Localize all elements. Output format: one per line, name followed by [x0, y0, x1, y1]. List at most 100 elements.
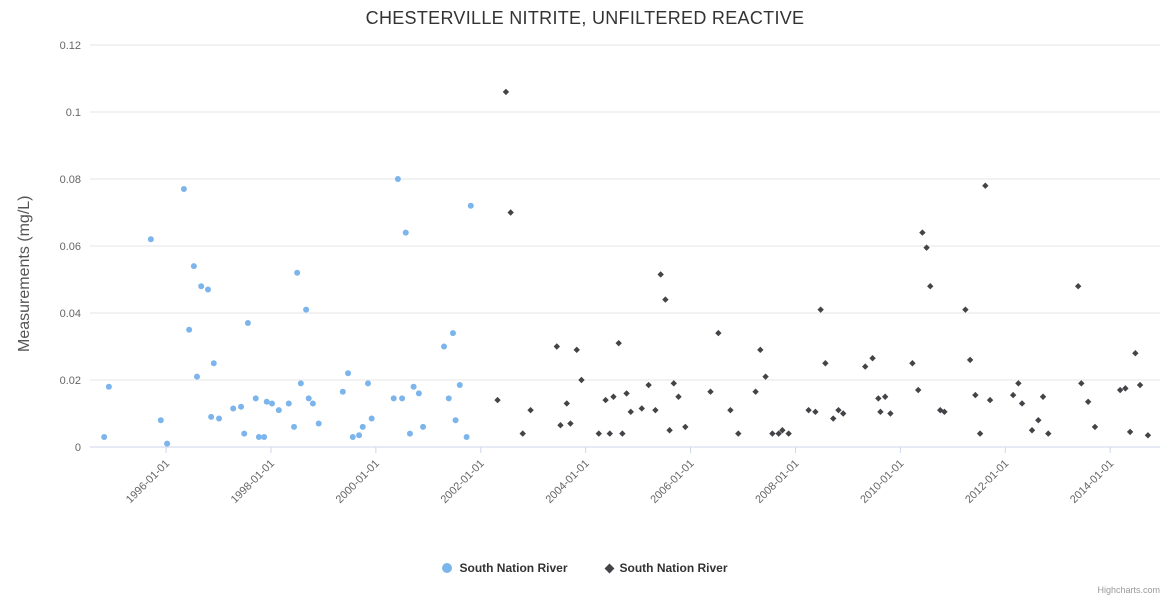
data-point-series-1[interactable] — [399, 395, 406, 402]
data-point-series-2[interactable] — [877, 408, 884, 416]
data-point-series-2[interactable] — [707, 388, 714, 395]
data-point-series-2[interactable] — [657, 271, 664, 278]
data-point-series-1[interactable] — [463, 433, 470, 440]
data-point-series-2[interactable] — [909, 360, 916, 367]
data-point-series-2[interactable] — [557, 422, 564, 429]
data-point-series-1[interactable] — [241, 430, 248, 437]
data-point-series-1[interactable] — [410, 383, 417, 390]
data-point-series-1[interactable] — [441, 343, 448, 350]
data-point-series-2[interactable] — [769, 430, 776, 437]
data-point-series-2[interactable] — [1028, 427, 1036, 434]
data-point-series-1[interactable] — [230, 405, 237, 412]
data-point-series-2[interactable] — [615, 339, 622, 347]
data-point-series-2[interactable] — [830, 415, 837, 422]
data-point-series-1[interactable] — [456, 382, 463, 389]
data-point-series-2[interactable] — [652, 406, 659, 414]
data-point-series-1[interactable] — [364, 380, 371, 387]
data-point-series-1[interactable] — [180, 186, 187, 193]
data-point-series-2[interactable] — [715, 329, 722, 337]
data-point-series-2[interactable] — [527, 406, 534, 414]
data-point-series-2[interactable] — [762, 373, 769, 380]
data-point-series-1[interactable] — [238, 403, 245, 410]
data-point-series-2[interactable] — [1122, 385, 1129, 392]
data-point-series-2[interactable] — [670, 380, 677, 387]
data-point-series-2[interactable] — [666, 427, 673, 434]
data-point-series-1[interactable] — [452, 417, 459, 424]
data-point-series-2[interactable] — [941, 408, 948, 416]
data-point-series-2[interactable] — [619, 430, 626, 437]
data-point-series-2[interactable] — [982, 182, 989, 189]
data-point-series-2[interactable] — [1045, 430, 1052, 437]
data-point-series-2[interactable] — [494, 396, 501, 404]
legend-item-series-2[interactable]: South Nation River — [604, 561, 728, 575]
data-point-series-2[interactable] — [1084, 398, 1092, 405]
data-point-series-1[interactable] — [205, 286, 212, 293]
data-point-series-2[interactable] — [1126, 428, 1134, 436]
data-point-series-1[interactable] — [445, 395, 452, 402]
data-point-series-2[interactable] — [817, 306, 824, 313]
data-point-series-2[interactable] — [645, 381, 652, 389]
data-point-series-1[interactable] — [294, 269, 301, 276]
data-point-series-2[interactable] — [627, 408, 634, 416]
data-point-series-2[interactable] — [735, 430, 742, 437]
data-point-series-2[interactable] — [1091, 423, 1099, 431]
data-point-series-2[interactable] — [881, 393, 889, 400]
data-point-series-1[interactable] — [406, 430, 413, 437]
data-point-series-2[interactable] — [835, 406, 842, 414]
data-point-series-2[interactable] — [623, 390, 630, 397]
data-point-series-1[interactable] — [349, 433, 356, 440]
data-point-series-1[interactable] — [402, 229, 409, 236]
data-point-series-2[interactable] — [675, 393, 682, 400]
data-point-series-2[interactable] — [578, 376, 585, 384]
data-point-series-2[interactable] — [727, 406, 734, 414]
data-point-series-1[interactable] — [368, 415, 375, 422]
data-point-series-1[interactable] — [101, 433, 108, 440]
data-point-series-1[interactable] — [420, 423, 427, 430]
data-point-series-2[interactable] — [1018, 400, 1026, 407]
data-point-series-2[interactable] — [785, 430, 792, 437]
data-point-series-2[interactable] — [822, 360, 829, 367]
highcharts-credits-link[interactable]: Highcharts.com — [1097, 585, 1160, 595]
data-point-series-2[interactable] — [875, 395, 882, 402]
data-point-series-1[interactable] — [105, 383, 112, 390]
data-point-series-2[interactable] — [887, 410, 894, 417]
data-point-series-2[interactable] — [662, 296, 669, 303]
data-point-series-2[interactable] — [602, 396, 609, 404]
data-point-series-2[interactable] — [976, 430, 984, 437]
data-point-series-2[interactable] — [682, 423, 689, 431]
data-point-series-1[interactable] — [315, 420, 322, 427]
data-point-series-1[interactable] — [186, 326, 193, 333]
data-point-series-2[interactable] — [812, 408, 819, 416]
data-point-series-1[interactable] — [194, 373, 200, 380]
data-point-series-1[interactable] — [291, 423, 298, 430]
data-point-series-2[interactable] — [972, 391, 979, 399]
data-point-series-2[interactable] — [775, 430, 782, 437]
data-point-series-2[interactable] — [573, 346, 580, 354]
data-point-series-2[interactable] — [507, 209, 514, 216]
data-point-series-2[interactable] — [1144, 432, 1152, 439]
data-point-series-1[interactable] — [147, 236, 154, 243]
data-point-series-2[interactable] — [502, 88, 510, 96]
data-point-series-1[interactable] — [263, 398, 270, 405]
data-point-series-1[interactable] — [415, 390, 422, 397]
data-point-series-1[interactable] — [244, 320, 251, 327]
data-point-series-1[interactable] — [449, 330, 456, 337]
data-point-series-1[interactable] — [198, 283, 205, 290]
data-point-series-1[interactable] — [164, 440, 171, 447]
data-point-series-2[interactable] — [1136, 381, 1144, 389]
data-point-series-1[interactable] — [339, 388, 346, 395]
data-point-series-2[interactable] — [1039, 393, 1047, 400]
data-point-series-2[interactable] — [919, 229, 926, 236]
data-point-series-1[interactable] — [297, 380, 304, 387]
data-point-series-2[interactable] — [927, 283, 934, 290]
data-point-series-1[interactable] — [305, 395, 312, 402]
data-point-series-2[interactable] — [567, 420, 574, 427]
data-point-series-2[interactable] — [862, 363, 869, 370]
data-point-series-2[interactable] — [1116, 386, 1124, 394]
data-point-series-2[interactable] — [610, 393, 617, 400]
data-point-series-1[interactable] — [275, 407, 282, 414]
data-point-series-2[interactable] — [986, 396, 994, 404]
data-point-series-2[interactable] — [962, 306, 969, 313]
data-point-series-1[interactable] — [356, 432, 363, 439]
data-point-series-2[interactable] — [1132, 350, 1139, 357]
